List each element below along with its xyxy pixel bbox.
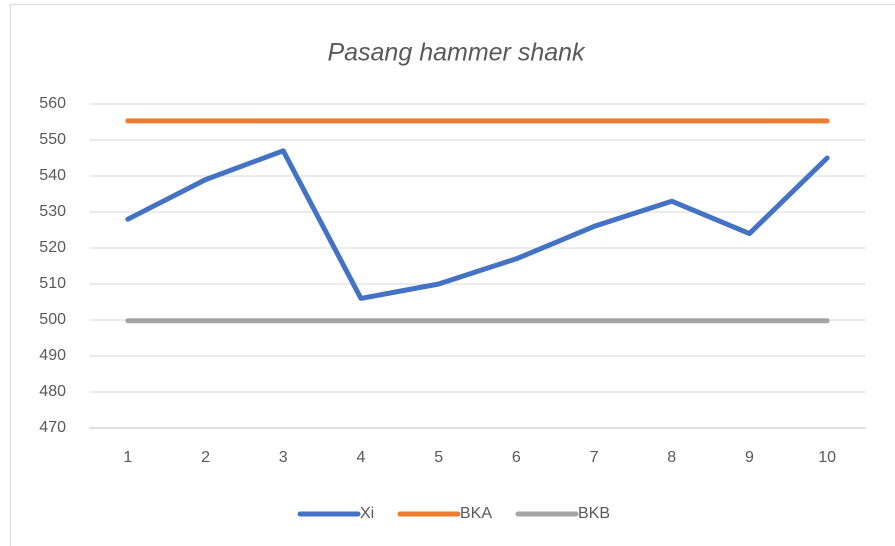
- legend-label: BKA: [460, 505, 492, 522]
- y-tick-label: 510: [39, 275, 66, 292]
- x-tick-label: 5: [434, 449, 443, 466]
- legend-label: BKB: [578, 505, 610, 522]
- y-tick-label: 520: [39, 239, 66, 256]
- x-tick-label: 8: [667, 449, 676, 466]
- y-tick-label: 550: [39, 131, 66, 148]
- x-tick-label: 3: [279, 449, 288, 466]
- chart-title: Pasang hammer shank: [327, 39, 586, 67]
- y-tick-label: 480: [39, 383, 66, 400]
- y-tick-label: 540: [39, 167, 66, 184]
- x-tick-label: 6: [512, 449, 521, 466]
- chart-frame: [10, 4, 895, 546]
- y-tick-label: 500: [39, 311, 66, 328]
- x-tick-label: 2: [201, 449, 210, 466]
- series-line: [125, 148, 830, 301]
- x-tick-label: 4: [356, 449, 365, 466]
- y-tick-label: 560: [39, 95, 66, 112]
- y-tick-label: 530: [39, 203, 66, 220]
- x-tick-label: 10: [818, 449, 836, 466]
- legend-label: Xi: [360, 505, 374, 522]
- y-tick-label: 490: [39, 347, 66, 364]
- x-tick-label: 7: [590, 449, 599, 466]
- x-tick-label: 9: [745, 449, 754, 466]
- x-tick-label: 1: [123, 449, 132, 466]
- y-tick-label: 470: [39, 419, 66, 436]
